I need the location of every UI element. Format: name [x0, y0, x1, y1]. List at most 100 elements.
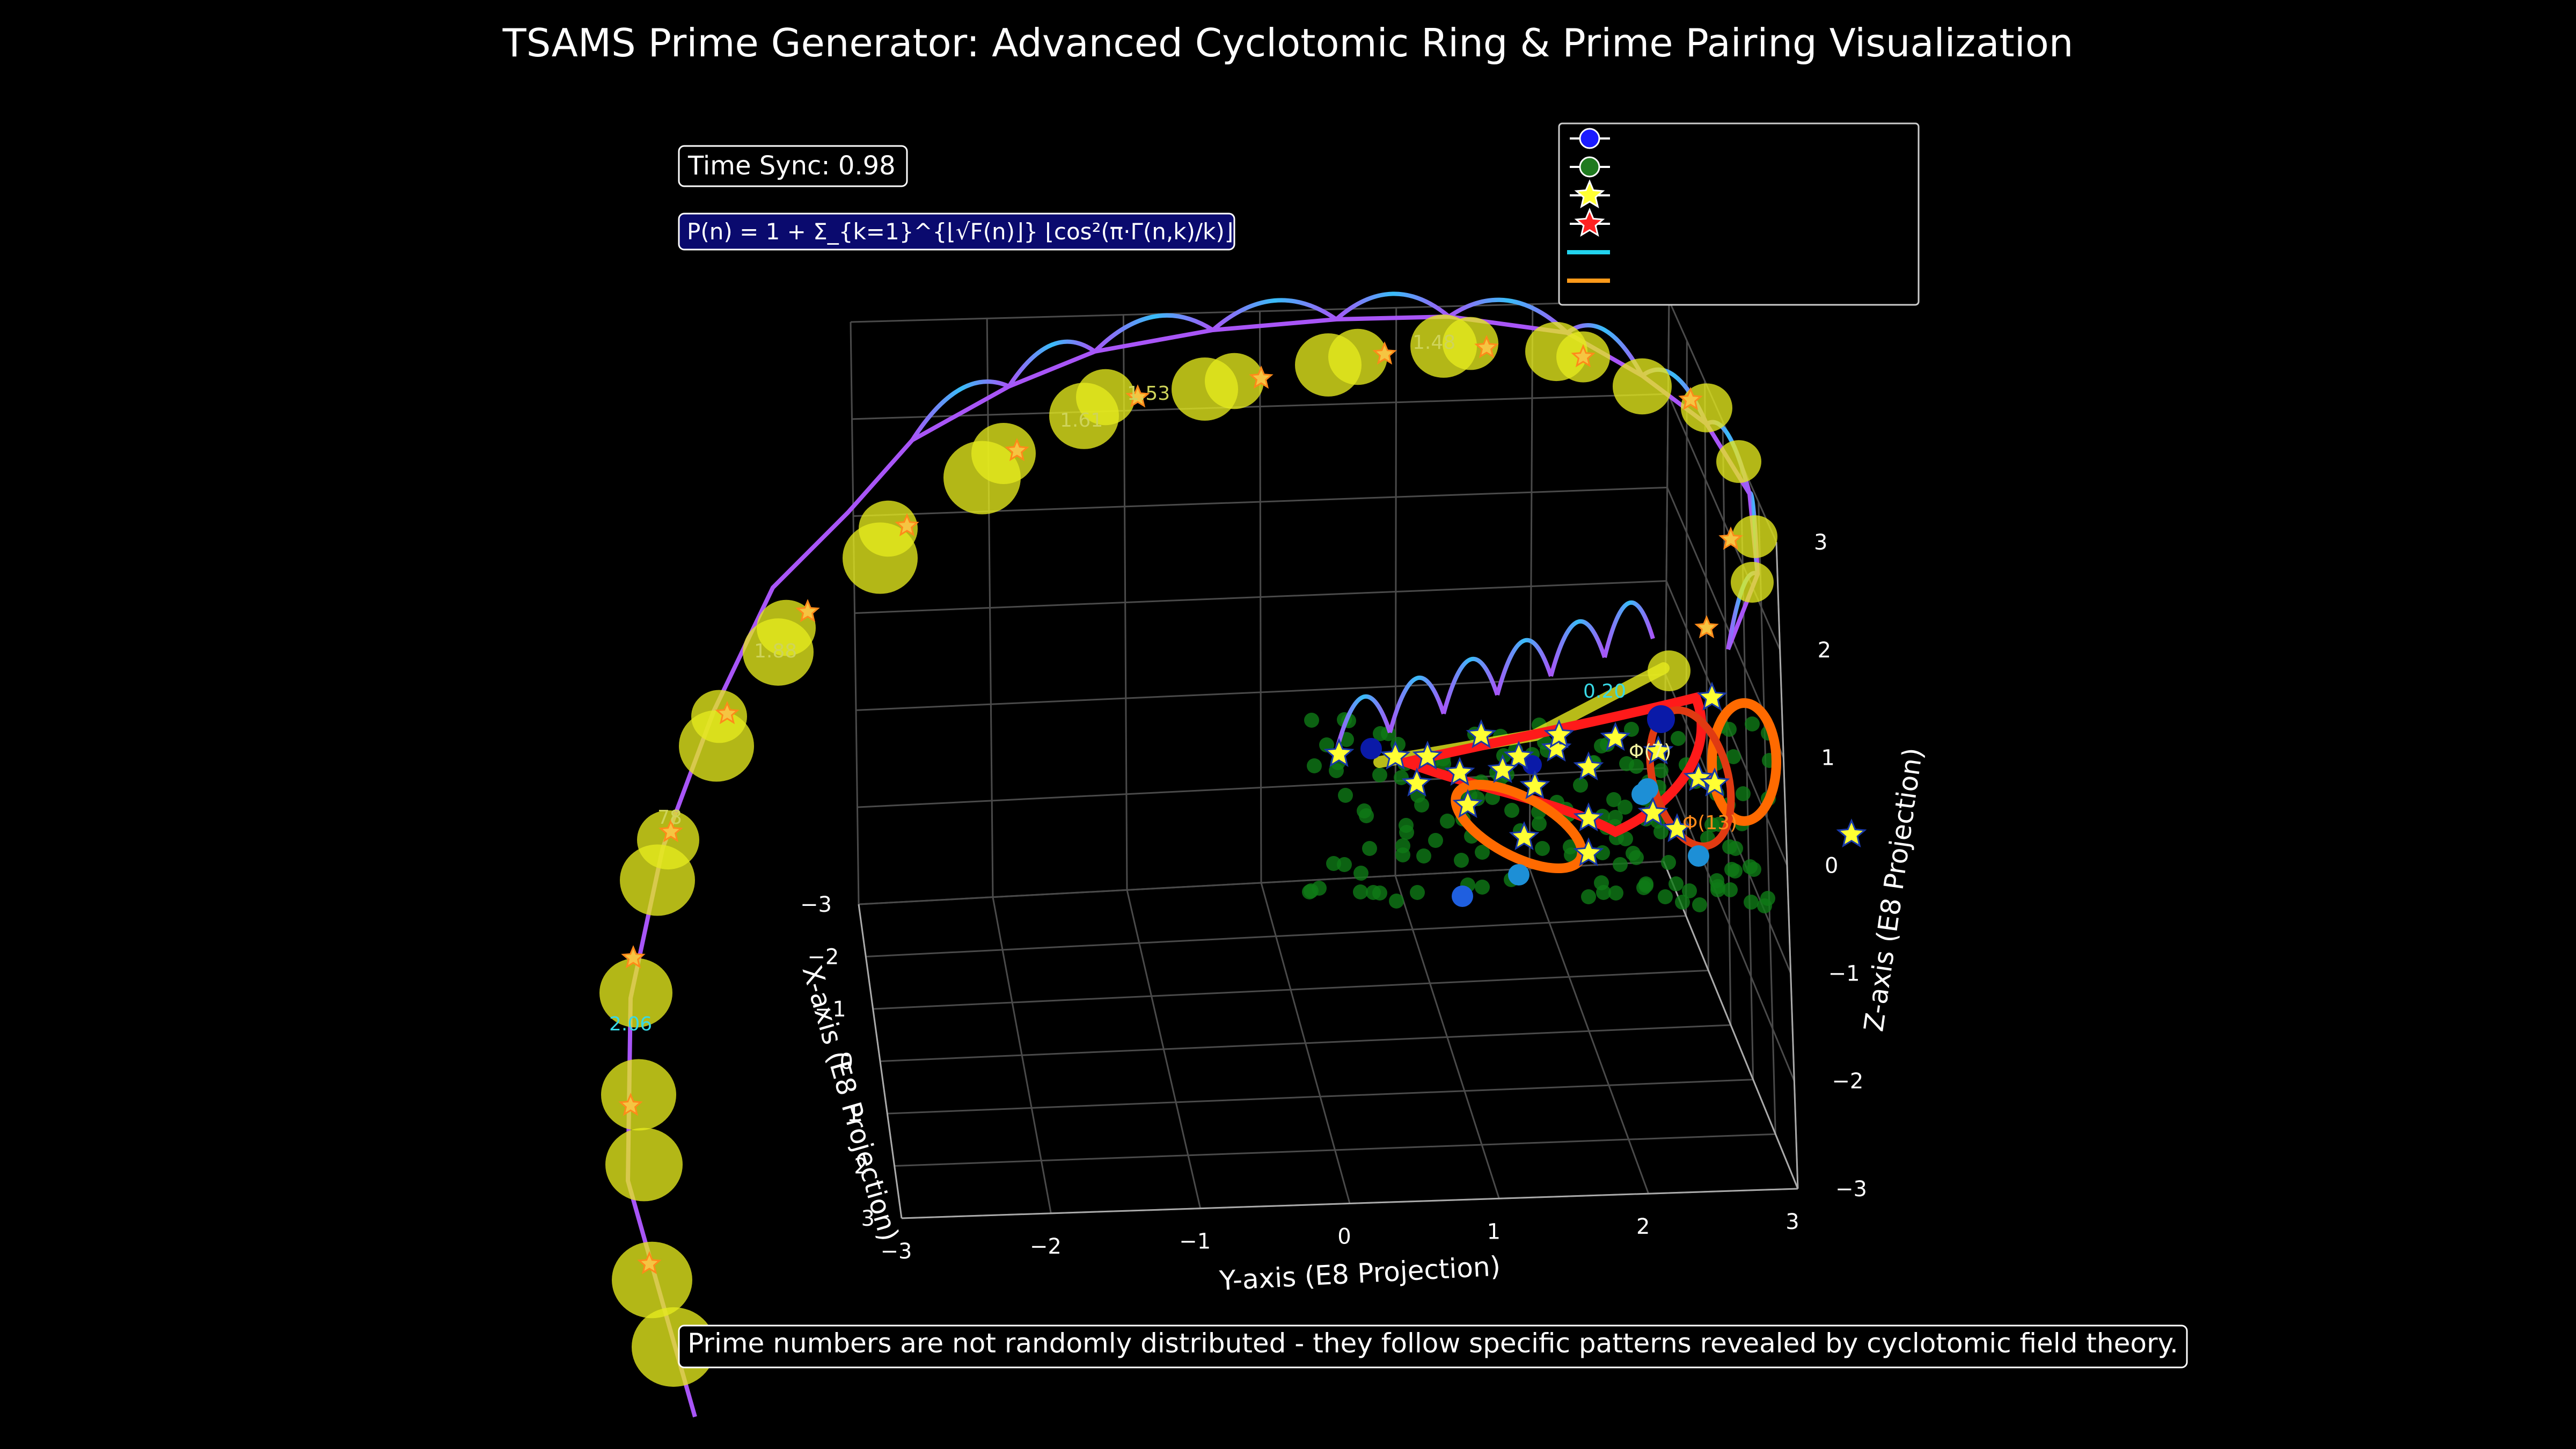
ring-node — [1716, 440, 1761, 483]
formula-box: P(n) = 1 + Σ_{k=1}^{⌊√F(n)⌋} ⌊cos²(π·Γ(n… — [678, 213, 1235, 251]
green-point — [1668, 876, 1684, 891]
y-tick-label: −3 — [881, 1239, 912, 1264]
green-point — [1724, 862, 1739, 877]
formula-text: P(n) = 1 + Σ_{k=1}^{⌊√F(n)⌋} ⌊cos²(π·Γ(n… — [687, 218, 1233, 245]
ring-star — [1125, 384, 1150, 408]
green-point — [1606, 792, 1621, 807]
ring-node — [859, 500, 918, 557]
cluster-hump — [1549, 619, 1607, 677]
green-point — [1372, 767, 1387, 782]
ring-label: 0.20 — [1583, 680, 1626, 702]
z-tick-label: −2 — [1832, 1069, 1863, 1094]
green-point — [1661, 855, 1676, 870]
green-point — [1638, 878, 1653, 893]
x-tick-labels: −3 −2 −1 0 1 2 3 — [800, 892, 875, 1231]
ring-hump — [1335, 291, 1451, 321]
green-point — [1613, 857, 1628, 872]
z-tick-label: 0 — [1825, 854, 1838, 879]
grid-line — [1528, 868, 1650, 1194]
prime-star — [1662, 813, 1693, 843]
blue-node — [1508, 864, 1529, 885]
footer-note: Prime numbers are not randomly distribut… — [678, 1324, 2188, 1368]
legend-marker — [1574, 179, 1605, 209]
ring-label: 2.06 — [609, 1013, 652, 1035]
ring-star — [895, 513, 919, 537]
green-point — [1362, 841, 1377, 856]
y-tick-label: −2 — [1030, 1234, 1062, 1259]
ring-label: 78 — [657, 807, 682, 829]
ring-node — [1076, 369, 1135, 426]
prime-star — [1573, 802, 1604, 832]
cluster-hump — [1388, 676, 1446, 734]
ring-star — [1678, 387, 1703, 411]
x-tick-label: 3 — [861, 1206, 875, 1231]
x-tick-label: −1 — [815, 997, 846, 1022]
legend-marker — [1579, 156, 1600, 178]
x-tick-label: −2 — [807, 945, 839, 970]
ring-star — [795, 599, 820, 623]
green-point — [1436, 756, 1451, 771]
green-point — [1353, 884, 1368, 899]
green-point — [1337, 857, 1352, 872]
green-point — [1395, 838, 1410, 853]
legend-marker — [1574, 208, 1605, 237]
ring-node — [971, 423, 1036, 484]
green-point — [1757, 898, 1772, 913]
ring-hump — [1211, 298, 1338, 332]
ring-star — [1694, 615, 1719, 639]
y-tick-label: 2 — [1636, 1214, 1650, 1239]
z-tick-label: 2 — [1818, 638, 1831, 663]
prime-star — [1503, 741, 1534, 770]
grid-line — [1394, 308, 1397, 876]
y-tick-label: 0 — [1337, 1225, 1351, 1249]
ring-node — [637, 810, 699, 870]
x-tick-label: 1 — [847, 1102, 860, 1126]
ring-node — [1732, 515, 1777, 558]
ring-label: 1.53 — [1127, 383, 1170, 405]
blue-node — [1452, 885, 1473, 907]
ring-node — [757, 599, 816, 656]
prime-star — [1836, 818, 1867, 848]
green-point — [1454, 853, 1469, 868]
green-point — [1416, 848, 1431, 863]
x-tick-label: −3 — [800, 892, 832, 917]
ring-star — [637, 1251, 662, 1275]
green-point — [1389, 894, 1404, 909]
green-point — [1410, 885, 1425, 900]
ring-labels: 1.48 1.53 1.61 1.88 78 2.06 0.20 — [609, 332, 1626, 1035]
cyclotomic-label: Φ(7) — [1629, 741, 1671, 763]
green-point — [1692, 897, 1707, 912]
ring-star — [1474, 335, 1499, 358]
prime-star — [1519, 770, 1550, 800]
cluster-hump — [1495, 638, 1553, 696]
z-tick-label: 3 — [1814, 530, 1827, 555]
legend-entry — [1570, 179, 1610, 209]
axis-edge — [901, 1188, 1798, 1219]
prime-star — [1600, 722, 1631, 751]
cluster-hump — [1334, 694, 1392, 752]
cluster-hump — [1602, 601, 1655, 658]
x-tick-label: 0 — [840, 1050, 853, 1074]
time-sync-box: Time Sync: 0.98 — [678, 145, 908, 187]
green-point — [1704, 817, 1719, 832]
ring-hump — [1007, 339, 1096, 388]
prime-star — [1637, 797, 1668, 826]
green-point — [1414, 797, 1429, 813]
green-point — [1722, 839, 1737, 854]
ring-node — [1443, 317, 1498, 370]
green-point — [1353, 866, 1368, 881]
ring-label: 1.48 — [1413, 332, 1455, 354]
z-tick-label: −3 — [1835, 1177, 1867, 1202]
legend-entry — [1570, 208, 1610, 237]
ring-node — [1613, 358, 1672, 415]
green-point — [1394, 770, 1409, 785]
grid-line — [1664, 767, 1795, 1081]
green-point — [1372, 885, 1387, 901]
y-tick-label: −1 — [1179, 1230, 1211, 1254]
green-point — [1304, 713, 1319, 728]
axis-edge — [1663, 861, 1799, 1189]
green-point — [1608, 885, 1623, 901]
green-point — [1745, 716, 1760, 731]
